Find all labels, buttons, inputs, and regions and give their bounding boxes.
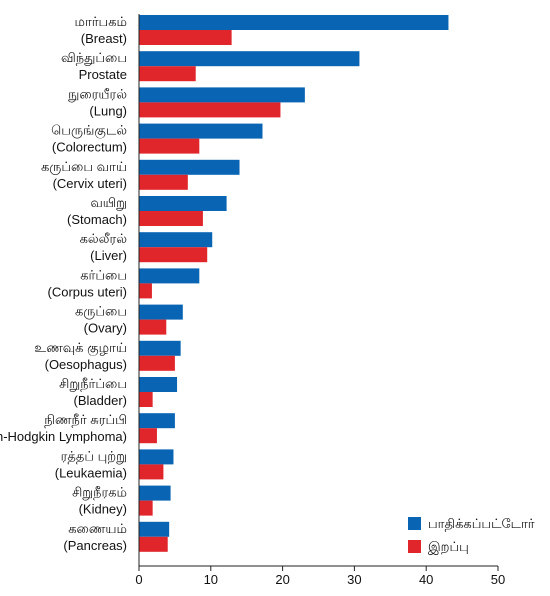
category-label-9-line-1: (Oesophagus) <box>45 357 127 372</box>
x-tick-label-1: 10 <box>204 572 218 587</box>
bar-mortality-10 <box>139 392 153 407</box>
x-tick-label-2: 20 <box>275 572 289 587</box>
x-axis-ticks: 0 10 20 30 40 50 <box>135 566 505 587</box>
bar-incidence-10 <box>139 377 178 392</box>
bar-mortality-0 <box>139 30 232 45</box>
category-labels: மார்பகம் (Breast) விந்துப்பைProstate நுரையீ… <box>0 14 127 553</box>
legend-swatch-incidence <box>408 517 421 530</box>
bar-incidence-5 <box>139 196 227 211</box>
category-label-9-line-0: உணவுக் குழாய் <box>34 340 127 356</box>
category-label-6-line-0: கல்லீரல் <box>80 231 128 246</box>
category-label-13-line-1: (Kidney) <box>79 502 127 517</box>
bar-incidence-3 <box>139 123 263 139</box>
category-label-8-line-0: கருப்பை <box>75 304 127 320</box>
bars-group <box>139 15 449 552</box>
bar-mortality-4 <box>139 174 188 190</box>
category-label-3-line-1: (Colorectum) <box>52 140 127 155</box>
legend: பாதிக்கப்பட்டோர் இறப்பு <box>408 516 535 555</box>
bar-incidence-11 <box>139 413 175 429</box>
bar-mortality-8 <box>139 319 167 335</box>
legend-label-incidence: பாதிக்கப்பட்டோர் <box>428 516 535 531</box>
bar-incidence-14 <box>139 521 170 537</box>
x-tick-label-4: 40 <box>419 572 433 587</box>
category-label-1-line-0: விந்துப்பை <box>61 50 127 66</box>
bar-incidence-0 <box>139 15 449 30</box>
bar-incidence-4 <box>139 159 240 175</box>
category-label-7-line-0: கர்ப்பை <box>80 267 127 282</box>
category-label-11-line-0: நிணநீர் சுரப்பி <box>44 412 127 427</box>
category-label-13-line-0: சிறுநீரகம் <box>72 485 127 501</box>
bar-mortality-6 <box>139 247 208 263</box>
x-tick-label-0: 0 <box>135 572 142 587</box>
bar-incidence-8 <box>139 304 183 320</box>
bar-mortality-2 <box>139 102 281 118</box>
category-label-11-line-1: (Non-Hodgkin Lymphoma) <box>0 429 127 444</box>
category-label-14-line-1: (Pancreas) <box>63 538 127 553</box>
category-label-6-line-1: (Liver) <box>90 248 127 263</box>
bar-mortality-7 <box>139 283 152 299</box>
bar-incidence-1 <box>139 51 360 67</box>
category-label-3-line-0: பெருங்குடல் <box>51 123 127 139</box>
bar-incidence-6 <box>139 232 213 248</box>
bar-incidence-13 <box>139 485 171 501</box>
category-label-4-line-1: (Cervix uteri) <box>53 176 127 191</box>
category-label-2-line-0: நுரையீரல் <box>68 86 127 102</box>
bar-mortality-9 <box>139 355 175 371</box>
bar-mortality-5 <box>139 211 203 226</box>
bar-incidence-12 <box>139 449 174 465</box>
category-label-12-line-0: ரத்தப் புற்று <box>61 448 127 464</box>
category-label-0-line-1: (Breast) <box>81 31 127 46</box>
category-label-10-line-1: (Bladder) <box>74 393 127 408</box>
category-label-5-line-1: (Stomach) <box>67 212 127 227</box>
category-label-0-line-0: மார்பகம் <box>75 14 128 29</box>
category-label-4-line-0: கருப்பை வாய் <box>41 159 127 175</box>
category-label-14-line-0: கணையம் <box>68 521 127 536</box>
bar-mortality-1 <box>139 66 196 82</box>
bar-mortality-14 <box>139 536 168 552</box>
x-tick-label-3: 30 <box>347 572 361 587</box>
bar-incidence-2 <box>139 87 305 103</box>
category-label-10-line-0: சிறுநீர்ப்பை <box>59 376 127 392</box>
category-label-8-line-1: (Ovary) <box>84 321 127 336</box>
bar-mortality-12 <box>139 464 164 480</box>
bar-incidence-9 <box>139 340 181 356</box>
category-label-1-line-1: Prostate <box>79 67 127 82</box>
bar-incidence-7 <box>139 268 200 284</box>
legend-label-mortality: இறப்பு <box>428 539 469 555</box>
bar-mortality-13 <box>139 500 153 516</box>
category-label-7-line-1: (Corpus uteri) <box>48 284 127 299</box>
bar-mortality-11 <box>139 428 157 444</box>
category-label-5-line-0: வயிறு <box>90 195 127 211</box>
category-label-2-line-1: (Lung) <box>89 103 127 118</box>
legend-swatch-mortality <box>408 540 421 553</box>
category-label-12-line-1: (Leukaemia) <box>55 465 127 480</box>
bar-mortality-3 <box>139 138 200 154</box>
x-tick-label-5: 50 <box>491 572 505 587</box>
